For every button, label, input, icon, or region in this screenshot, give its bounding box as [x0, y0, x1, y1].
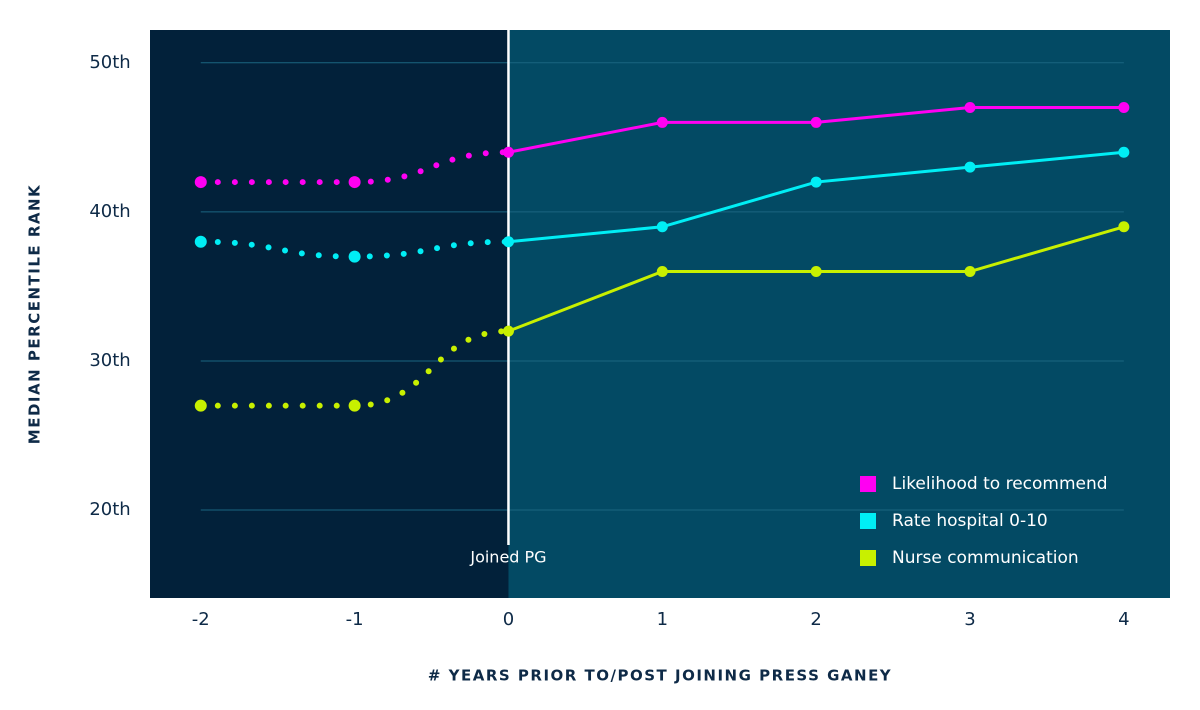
legend-label: Likelihood to recommend [892, 474, 1108, 494]
data-point [348, 399, 361, 412]
x-tick-label: -1 [346, 609, 364, 630]
data-point [964, 161, 976, 173]
data-point [656, 116, 668, 128]
data-point [1118, 102, 1130, 114]
legend-label: Nurse communication [892, 548, 1079, 568]
data-point [194, 176, 207, 189]
data-point [348, 176, 361, 189]
x-tick-label: 3 [964, 609, 975, 630]
legend-swatch [860, 513, 876, 529]
data-point [348, 250, 361, 263]
data-point [1118, 146, 1130, 158]
annotation: Joined PG [469, 548, 546, 567]
y-tick-label: 30th [89, 350, 130, 371]
x-tick-label: 0 [503, 609, 514, 630]
legend-label: Rate hospital 0-10 [892, 511, 1048, 531]
plot-background-before [150, 30, 509, 598]
data-point [656, 221, 668, 233]
x-tick-label: -2 [192, 609, 210, 630]
data-point [964, 102, 976, 114]
x-tick-label: 2 [810, 609, 821, 630]
data-point [502, 236, 514, 248]
data-point [502, 325, 514, 337]
data-point [656, 266, 668, 278]
data-point [194, 235, 207, 248]
x-tick-label: 4 [1118, 609, 1129, 630]
data-point [810, 266, 822, 278]
x-tick-label: 1 [657, 609, 668, 630]
y-tick-label: 20th [89, 499, 130, 520]
data-point [502, 146, 514, 158]
y-tick-label: 50th [89, 52, 130, 73]
data-point [1118, 221, 1130, 233]
data-point [194, 399, 207, 412]
legend-swatch [860, 476, 876, 492]
data-point [810, 116, 822, 128]
y-tick-label: 40th [89, 201, 130, 222]
data-point [810, 176, 822, 188]
x-axis-label: # YEARS PRIOR TO/POST JOINING PRESS GANE… [428, 667, 892, 685]
legend-swatch [860, 550, 876, 566]
data-point [964, 266, 976, 278]
y-axis-label: MEDIAN PERCENTILE RANK [26, 184, 44, 444]
